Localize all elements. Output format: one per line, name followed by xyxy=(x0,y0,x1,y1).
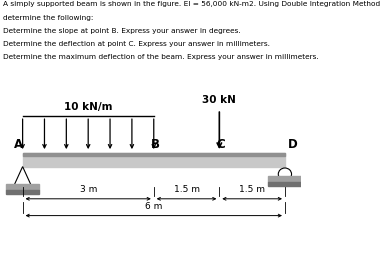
Bar xyxy=(268,176,301,182)
Text: A: A xyxy=(14,138,23,151)
Bar xyxy=(268,182,301,186)
Polygon shape xyxy=(14,167,31,185)
Text: 1.5 m: 1.5 m xyxy=(239,185,265,194)
Text: C: C xyxy=(216,138,225,151)
Text: B: B xyxy=(151,138,160,151)
Text: 3 m: 3 m xyxy=(79,185,97,194)
Text: 1.5 m: 1.5 m xyxy=(174,185,200,194)
Bar xyxy=(6,184,39,190)
Circle shape xyxy=(278,168,291,180)
Bar xyxy=(6,190,39,194)
Text: 10 kN/m: 10 kN/m xyxy=(64,102,113,112)
Bar xyxy=(23,153,285,167)
Text: Determine the maximum deflection of the beam. Express your answer in millimeters: Determine the maximum deflection of the … xyxy=(3,54,319,60)
Text: D: D xyxy=(288,138,298,151)
Bar xyxy=(23,153,285,156)
Text: determine the following:: determine the following: xyxy=(3,15,93,20)
Text: A simply supported beam is shown in the figure. EI = 56,000 kN-m2. Using Double : A simply supported beam is shown in the … xyxy=(3,1,380,7)
Text: 30 kN: 30 kN xyxy=(202,95,236,105)
Text: 6 m: 6 m xyxy=(145,202,162,211)
Text: Determine the slope at point B. Express your answer in degrees.: Determine the slope at point B. Express … xyxy=(3,28,241,34)
Text: Determine the deflection at point C. Express your answer in millimeters.: Determine the deflection at point C. Exp… xyxy=(3,41,270,47)
